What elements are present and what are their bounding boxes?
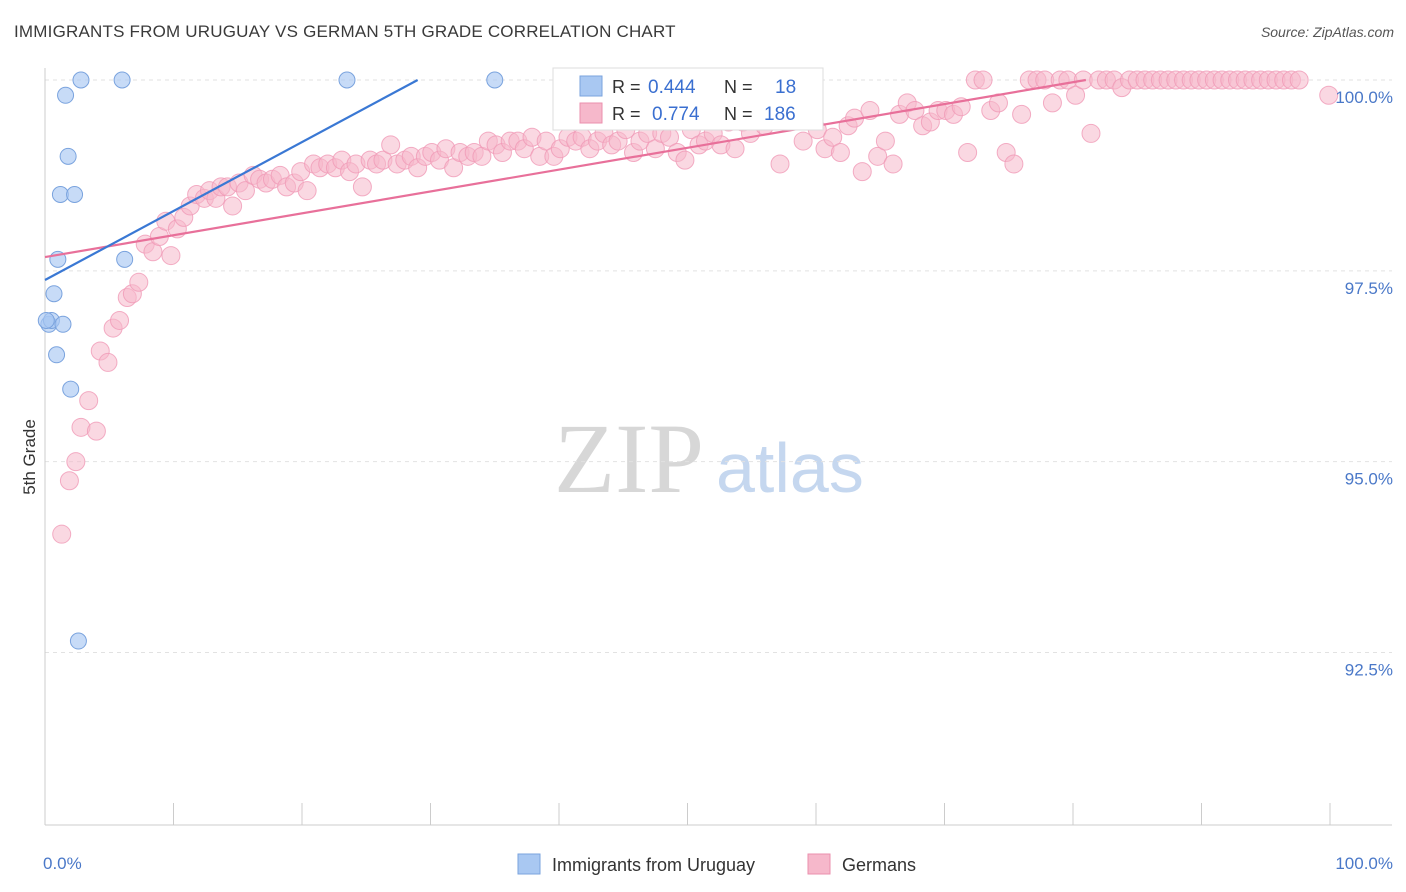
watermark-atlas: atlas: [716, 429, 864, 507]
uruguay-point: [113, 71, 131, 89]
germans-point: [973, 70, 993, 90]
uruguay-trend-line: [44, 79, 419, 281]
germans-point: [79, 391, 99, 411]
legend-n-value-germans: 186: [764, 104, 796, 125]
x-tick-label: 100.0%: [1335, 854, 1393, 873]
uruguay-point: [57, 86, 75, 104]
y-tick-label: 100.0%: [1335, 88, 1393, 107]
germans-point: [161, 246, 181, 266]
uruguay-point: [66, 186, 84, 203]
germans-point: [297, 181, 317, 201]
y-tick-labels: 92.5% 95.0% 97.5% 100.0%: [1335, 88, 1393, 680]
germans-point: [66, 452, 86, 472]
germans-point: [1042, 93, 1062, 113]
uruguay-point: [486, 71, 504, 89]
source-label: Source: ZipAtlas.com: [1260, 24, 1394, 40]
grid-lines: [45, 79, 1392, 653]
y-tick-label: 95.0%: [1345, 470, 1393, 489]
legend-r-value-germans: 0.774: [652, 104, 700, 125]
germans-point: [1066, 85, 1086, 105]
germans-point: [86, 421, 106, 441]
germans-point: [725, 139, 745, 159]
uruguay-point: [116, 250, 134, 268]
legend-r-value-uruguay: 0.444: [648, 77, 696, 98]
x-tick-labels: 0.0% 100.0%: [43, 854, 1393, 873]
bottom-legend-swatch-uruguay: [517, 853, 541, 875]
legend-n-label-uruguay: N =: [724, 77, 753, 97]
uruguay-point: [72, 71, 90, 89]
germans-point: [352, 177, 372, 197]
germans-trend-line: [44, 78, 1087, 259]
germans-point: [1319, 85, 1339, 105]
x-tick-label: 0.0%: [43, 854, 82, 873]
germans-point: [52, 524, 72, 544]
uruguay-point: [37, 311, 55, 329]
uruguay-point: [45, 285, 63, 303]
germans-point: [830, 143, 850, 163]
y-tick-label: 97.5%: [1345, 279, 1393, 298]
axes: [44, 68, 1392, 826]
germans-point: [675, 150, 695, 170]
germans-point: [1289, 70, 1309, 90]
germans-point: [235, 181, 255, 201]
germans-point: [852, 162, 872, 182]
germans-point: [110, 310, 130, 330]
watermark-zip: ZIP: [554, 403, 704, 514]
germans-point: [1081, 123, 1101, 143]
legend-n-label-germans: N =: [724, 104, 753, 124]
uruguay-point: [54, 315, 72, 333]
uruguay-point: [338, 71, 356, 89]
germans-point: [883, 154, 903, 174]
series-legend: Immigrants from Uruguay Germans: [517, 853, 916, 875]
uruguay-point: [51, 186, 69, 203]
germans-point: [129, 272, 149, 292]
bottom-legend-swatch-germans: [807, 853, 831, 875]
uruguay-point: [48, 346, 66, 364]
legend-r-label-germans: R =: [612, 104, 641, 124]
legend-swatch-uruguay: [579, 75, 603, 97]
legend-swatch-germans: [579, 102, 603, 124]
legend-r-label-uruguay: R =: [612, 77, 641, 97]
chart-title: IMMIGRANTS FROM URUGUAY VS GERMAN 5TH GR…: [14, 22, 676, 41]
uruguay-point: [59, 147, 77, 165]
uruguay-point: [69, 632, 87, 650]
germans-point: [875, 131, 895, 151]
uruguay-point: [62, 380, 80, 398]
germans-point: [770, 154, 790, 174]
germans-point: [1012, 104, 1032, 124]
y-axis-label: 5th Grade: [20, 419, 39, 495]
trend-lines: [44, 78, 1087, 281]
legend-n-value-uruguay: 18: [775, 77, 796, 98]
germans-point: [98, 352, 118, 372]
series-germans-points: [52, 70, 1339, 544]
stats-legend: R = 0.444 N = 18 R = 0.774 N = 186: [552, 67, 824, 131]
germans-point: [381, 135, 401, 155]
germans-point: [223, 196, 243, 216]
y-tick-label: 92.5%: [1345, 661, 1393, 680]
bottom-legend-label-germans: Germans: [842, 855, 916, 875]
germans-point: [1004, 154, 1024, 174]
germans-point: [958, 143, 978, 163]
germans-point: [823, 127, 843, 147]
bottom-legend-label-uruguay: Immigrants from Uruguay: [552, 855, 755, 875]
series-uruguay-points: [37, 71, 504, 650]
germans-point: [793, 131, 813, 151]
germans-point: [59, 471, 79, 491]
germans-point: [868, 146, 888, 166]
